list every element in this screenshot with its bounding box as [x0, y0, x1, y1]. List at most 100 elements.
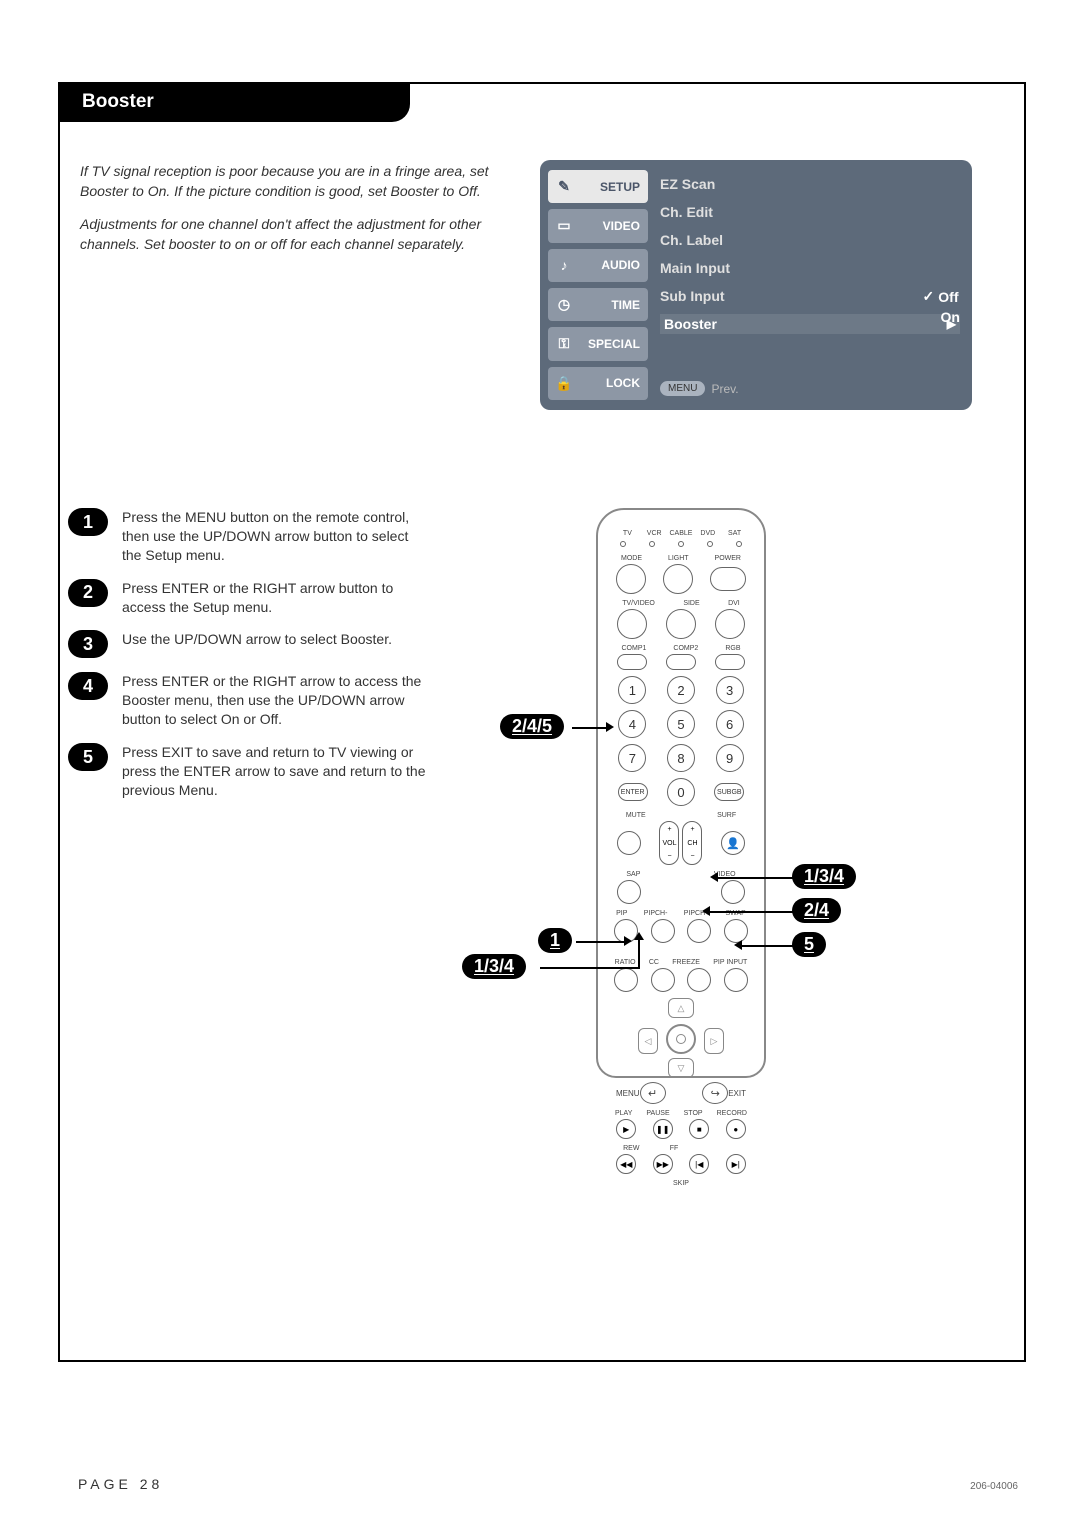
- mute-button[interactable]: [617, 831, 641, 855]
- dpad-right-button[interactable]: ▷: [704, 1028, 724, 1054]
- doc-number: 206-04006: [970, 1481, 1018, 1492]
- callout-line: [572, 727, 608, 729]
- pipch-plus-button[interactable]: [687, 919, 711, 943]
- dpad-left-button[interactable]: ◁: [638, 1028, 658, 1054]
- step-text: Press the MENU button on the remote cont…: [122, 508, 428, 565]
- osd-sidebar: ✎SETUP ▭VIDEO ♪AUDIO ◷TIME ⚿SPECIAL 🔒LOC…: [548, 170, 648, 400]
- skip-label: SKIP: [608, 1180, 754, 1187]
- pipinput-button[interactable]: [724, 968, 748, 992]
- osd-tab-audio[interactable]: ♪AUDIO: [548, 249, 648, 282]
- arrow-left-icon: [702, 906, 710, 916]
- arrow-right-icon: [606, 722, 614, 732]
- comp2-button[interactable]: [666, 654, 696, 670]
- callout-updown: 1/3/4: [792, 864, 856, 889]
- side-button[interactable]: [666, 609, 696, 639]
- step: 1 Press the MENU button on the remote con…: [68, 508, 428, 565]
- osd-tab-time[interactable]: ◷TIME: [548, 288, 648, 321]
- osd-option-on[interactable]: On: [923, 309, 960, 325]
- callout-line: [540, 967, 640, 969]
- osd-item[interactable]: Ch. Edit: [660, 202, 956, 222]
- step-number: 4: [68, 672, 108, 700]
- rgb-button[interactable]: [715, 654, 745, 670]
- pipch-minus-button[interactable]: [651, 919, 675, 943]
- cc-button[interactable]: [651, 968, 675, 992]
- remote-led-labels: TV VCR CABLE DVD SAT: [608, 530, 754, 541]
- steps-list: 1 Press the MENU button on the remote con…: [68, 508, 428, 814]
- osd-option-off[interactable]: ✓Off: [923, 288, 960, 305]
- num-8-button[interactable]: 8: [667, 744, 695, 772]
- num-1-button[interactable]: 1: [618, 676, 646, 704]
- vol-rocker[interactable]: +VOL−: [659, 821, 679, 865]
- audio-icon: ♪: [554, 255, 574, 275]
- dpad-enter-button[interactable]: [666, 1024, 696, 1054]
- dvi-button[interactable]: [715, 609, 745, 639]
- ff-button[interactable]: ▶▶: [653, 1154, 673, 1174]
- step-text: Press ENTER or the RIGHT arrow to access…: [122, 672, 428, 729]
- special-icon: ⚿: [554, 334, 574, 354]
- skip-next-button[interactable]: ▶|: [726, 1154, 746, 1174]
- step: 4 Press ENTER or the RIGHT arrow to acces…: [68, 672, 428, 729]
- led-icon: [707, 541, 713, 547]
- sap-button[interactable]: [617, 880, 641, 904]
- section-header: Booster: [58, 82, 410, 122]
- led-icon: [678, 541, 684, 547]
- led-icon: [736, 541, 742, 547]
- mode-button[interactable]: [616, 564, 646, 594]
- callout-exit: 5: [792, 932, 826, 957]
- subgb-button[interactable]: SUBGB: [714, 783, 744, 801]
- callout-enter: 2/4/5: [500, 714, 564, 739]
- exit-button[interactable]: ↪: [702, 1082, 728, 1104]
- video-button[interactable]: [721, 880, 745, 904]
- osd-item[interactable]: Sub Input: [660, 286, 956, 306]
- led-icon: [649, 541, 655, 547]
- record-button[interactable]: ●: [726, 1119, 746, 1139]
- osd-tab-lock[interactable]: 🔒LOCK: [548, 367, 648, 400]
- num-9-button[interactable]: 9: [716, 744, 744, 772]
- osd-tab-setup[interactable]: ✎SETUP: [548, 170, 648, 203]
- osd-item-booster[interactable]: Booster ▶: [660, 314, 960, 334]
- dpad: △ ▽ ◁ ▷: [626, 998, 736, 1078]
- menu-button[interactable]: ↵: [640, 1082, 666, 1104]
- num-6-button[interactable]: 6: [716, 710, 744, 738]
- ratio-button[interactable]: [614, 968, 638, 992]
- check-icon: ✓: [923, 288, 935, 305]
- freeze-button[interactable]: [687, 968, 711, 992]
- light-button[interactable]: [663, 564, 693, 594]
- dpad-up-button[interactable]: △: [668, 998, 694, 1018]
- power-button[interactable]: [710, 567, 746, 591]
- num-0-button[interactable]: 0: [667, 778, 695, 806]
- surf-button[interactable]: 👤: [721, 831, 745, 855]
- callout-line: [740, 945, 794, 947]
- enter-button[interactable]: ENTER: [618, 783, 648, 801]
- num-7-button[interactable]: 7: [618, 744, 646, 772]
- callout-center: 2/4: [792, 898, 841, 923]
- comp1-button[interactable]: [617, 654, 647, 670]
- rew-button[interactable]: ◀◀: [616, 1154, 636, 1174]
- step-text: Press ENTER or the RIGHT arrow button to…: [122, 579, 428, 617]
- step-number: 5: [68, 743, 108, 771]
- step-number: 1: [68, 508, 108, 536]
- osd-item[interactable]: Main Input: [660, 258, 956, 278]
- callout-line: [576, 941, 626, 943]
- pause-button[interactable]: ❚❚: [653, 1119, 673, 1139]
- arrow-left-icon: [734, 940, 742, 950]
- play-button[interactable]: ▶: [616, 1119, 636, 1139]
- osd-tab-special[interactable]: ⚿SPECIAL: [548, 327, 648, 360]
- setup-icon: ✎: [554, 177, 574, 197]
- enter-dot-icon: [676, 1034, 686, 1044]
- num-4-button[interactable]: 4: [618, 710, 646, 738]
- ch-rocker[interactable]: +CH−: [682, 821, 702, 865]
- num-5-button[interactable]: 5: [667, 710, 695, 738]
- osd-item[interactable]: EZ Scan: [660, 174, 956, 194]
- skip-prev-button[interactable]: |◀: [689, 1154, 709, 1174]
- stop-button[interactable]: ■: [689, 1119, 709, 1139]
- num-3-button[interactable]: 3: [716, 676, 744, 704]
- num-2-button[interactable]: 2: [667, 676, 695, 704]
- tvvideo-button[interactable]: [617, 609, 647, 639]
- osd-item[interactable]: Ch. Label: [660, 230, 956, 250]
- osd-tab-video[interactable]: ▭VIDEO: [548, 209, 648, 242]
- dpad-down-button[interactable]: ▽: [668, 1058, 694, 1078]
- remote-control: TV VCR CABLE DVD SAT MODELIGHTPOWER TV/V…: [596, 508, 766, 1078]
- callout-menu: 1: [538, 928, 572, 953]
- step: 3Use the UP/DOWN arrow to select Booster…: [68, 630, 428, 658]
